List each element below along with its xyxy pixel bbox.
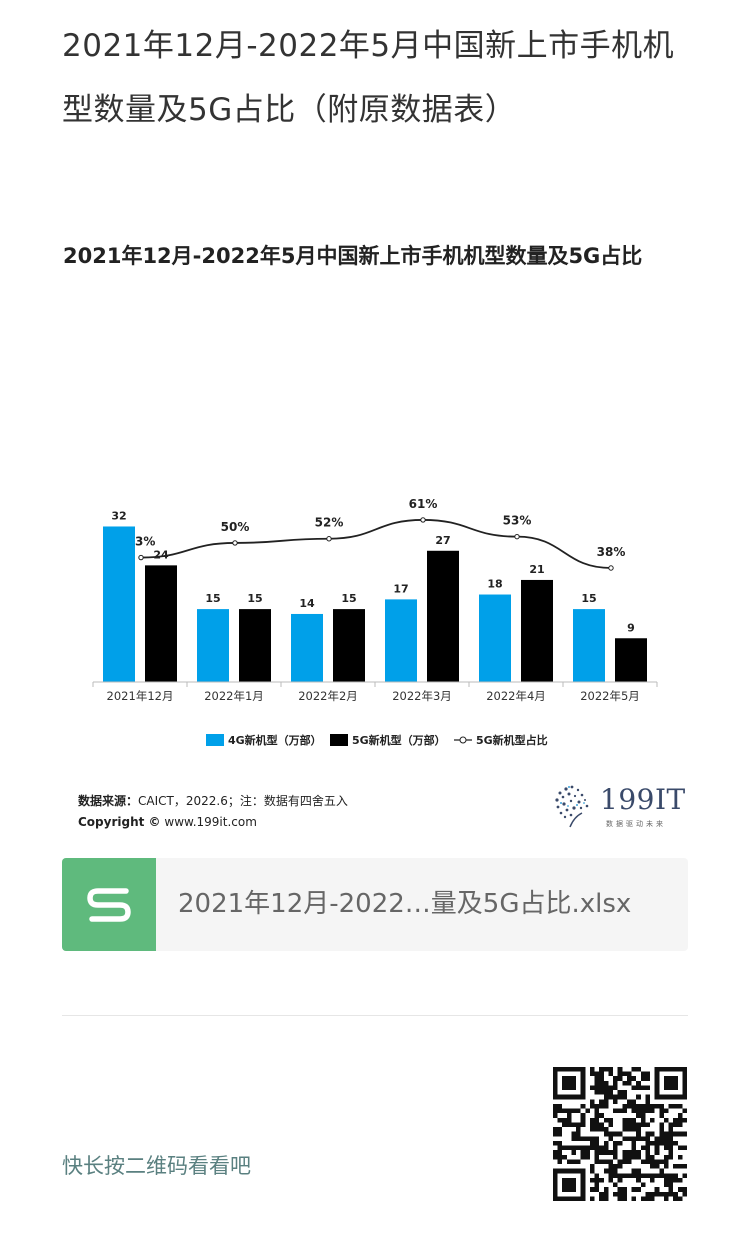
bar-data-label: 27 (435, 534, 450, 547)
attachment-file-name[interactable]: 2021年12月-2022…量及5G占比.xlsx (178, 889, 632, 919)
bar-layer: 32 15 14 17 18 15 24 15 15 27 21 9 (103, 509, 647, 682)
bar-5g (521, 579, 553, 682)
bar-4g (103, 526, 135, 682)
bar-5g (145, 565, 177, 682)
bar-5g (427, 550, 459, 682)
bar-data-label: 15 (205, 592, 220, 605)
bar-data-label: 24 (153, 548, 169, 561)
spreadsheet-s-icon (62, 858, 156, 951)
chart-image[interactable]: 43% 50% 52% 61% 53% 38% 32 15 14 17 18 15 24 15 15 27 2… (0, 220, 750, 840)
x-tick-label: 2022年4月 (486, 689, 546, 703)
logo-text: 199IT (600, 783, 686, 816)
bar-4g (197, 609, 229, 682)
bar-data-label: 9 (627, 621, 635, 634)
attachment-card[interactable]: 2021年12月-2022…量及5G占比.xlsx (62, 858, 688, 951)
legend-label-share: 5G新机型占比 (476, 733, 548, 747)
share-data-label: 61% (409, 497, 438, 511)
share-point (138, 554, 144, 561)
x-tick-label: 2021年12月 (107, 689, 174, 703)
legend-swatch-4g (206, 734, 224, 746)
divider (62, 1015, 688, 1016)
share-point (420, 517, 426, 523)
share-data-label: 50% (221, 520, 250, 534)
bar-4g (573, 609, 605, 682)
bar-4g (291, 613, 323, 682)
logo-dandelion-icon (555, 785, 589, 828)
x-tick-label: 2022年3月 (392, 689, 452, 703)
bar-4g (385, 599, 417, 682)
share-line (140, 519, 612, 569)
chart-title: 2021年12月-2022年5月中国新上市手机机型数量及5G占比 (63, 244, 643, 268)
source-label: 数据来源： (78, 794, 139, 808)
bar-4g (479, 594, 511, 682)
bar-data-label: 14 (299, 597, 315, 610)
bar-data-label: 15 (581, 592, 596, 605)
bar-data-label: 17 (393, 582, 408, 595)
share-data-label: 53% (503, 514, 532, 528)
axis-layer: 2021年12月 2022年1月 2022年2月 2022年3月 2022年4月 2022… (92, 681, 658, 703)
line-layer: 43%50% 52%61%53%38% (127, 497, 626, 571)
share-data-label: 52% (315, 516, 344, 530)
bar-5g (333, 609, 365, 682)
share-point (326, 536, 332, 542)
bar-data-label: 15 (247, 592, 262, 605)
bar-data-label: 18 (487, 578, 502, 591)
logo-199it: 199IT 数据驱动未来 (552, 783, 692, 831)
share-point (608, 565, 614, 571)
qr-code-icon[interactable] (553, 1067, 687, 1201)
x-tick-label: 2022年1月 (204, 689, 264, 703)
bar-5g (615, 638, 647, 682)
share-data-label: 38% (597, 545, 626, 559)
qr-prompt: 快长按二维码看看吧 (62, 1154, 251, 1178)
legend-label-4g: 4G新机型（万部） (228, 733, 322, 747)
bar-data-label: 15 (341, 592, 356, 605)
copyright-text: www.199it.com (164, 815, 257, 829)
legend-label-5g: 5G新机型（万部） (352, 733, 446, 747)
legend-layer: 4G新机型（万部） 5G新机型（万部） 5G新机型占比 (206, 733, 548, 747)
copyright-label: Copyright © (78, 815, 161, 829)
bar-5g (239, 609, 271, 682)
article-title: 2021年12月-2022年5月中国新上市手机机型数量及5G占比（附原数据表） (62, 28, 675, 128)
logo-tagline: 数据驱动未来 (606, 820, 666, 828)
x-tick-label: 2022年5月 (580, 689, 640, 703)
legend-marker-share (459, 736, 467, 744)
x-tick-label: 2022年2月 (298, 689, 358, 703)
source-text: CAICT，2022.6；注：数据有四舍五入 (138, 794, 348, 808)
bar-data-label: 32 (111, 509, 126, 522)
legend-swatch-5g (330, 734, 348, 746)
share-point (514, 533, 520, 540)
bar-data-label: 21 (529, 563, 544, 576)
share-point (232, 540, 238, 546)
source-block: 数据来源：CAICT，2022.6；注：数据有四舍五入 Copyright © … (78, 791, 348, 833)
